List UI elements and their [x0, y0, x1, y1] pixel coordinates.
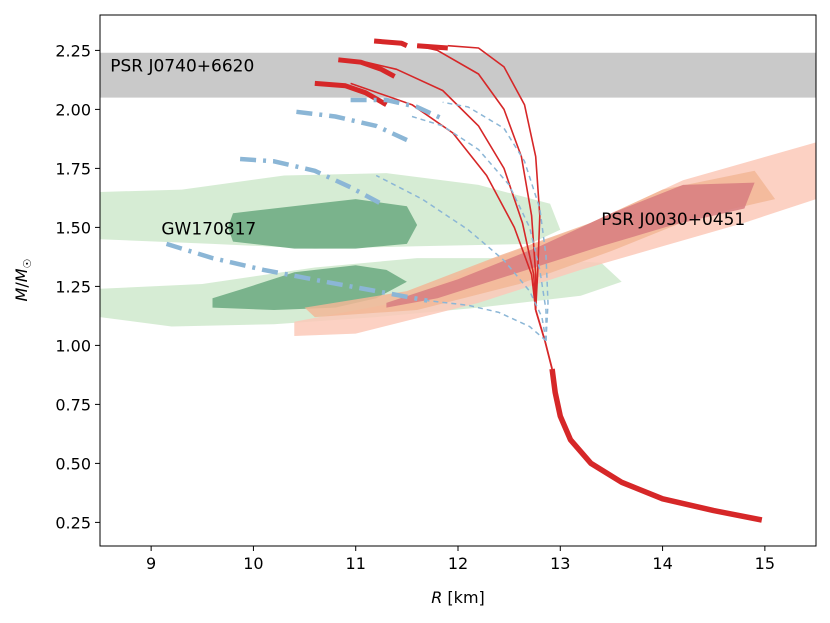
- series-red-curve-4: [447, 44, 541, 311]
- y-tick-label-1: 0.50: [55, 454, 91, 473]
- series-red-top-4: [416, 43, 448, 51]
- annotation-psr-j0030: PSR J0030+0451: [601, 210, 745, 230]
- series-red-curve-1: [350, 82, 537, 311]
- x-tick-label-5: 14: [652, 554, 672, 573]
- x-tick-label-6: 15: [755, 554, 775, 573]
- y-tick-label-4: 1.25: [55, 277, 91, 296]
- plot-content: [100, 38, 816, 523]
- y-tick-label-5: 1.50: [55, 218, 91, 237]
- y-tick-label-0: 0.25: [55, 513, 91, 532]
- series-blue-thick-1: [165, 241, 428, 303]
- series-blue-thick-2: [239, 156, 383, 206]
- series-blue-thick-3: [296, 109, 413, 145]
- plot-area: [95, 14, 817, 551]
- x-tick-label-1: 10: [243, 554, 263, 573]
- series-red-stem-thick: [549, 368, 763, 523]
- series-red-top-3: [373, 38, 408, 48]
- nicer-inner: [386, 182, 755, 308]
- series-red-curve-3: [416, 44, 537, 310]
- band-0: [100, 52, 816, 98]
- series-blue-curve-1: [427, 299, 547, 342]
- series-red-curve-2: [365, 61, 537, 311]
- x-tick-label-0: 9: [146, 554, 156, 573]
- gw170817-inner-lower: [212, 265, 407, 310]
- x-tick-label-3: 12: [448, 554, 468, 573]
- y-tick-label-6: 1.75: [55, 159, 91, 178]
- y-axis-label: M/M☉: [12, 259, 34, 302]
- y-tick-label-3: 1.00: [55, 336, 91, 355]
- annotation-psr-j0740: PSR J0740+6620: [110, 57, 254, 77]
- y-tick-label-7: 2.00: [55, 100, 91, 119]
- x-axis-label: R [km]: [431, 588, 485, 607]
- series-blue-curve-3: [411, 115, 547, 341]
- series-blue-curve-4: [442, 101, 549, 341]
- series-blue-thick-4: [350, 97, 444, 121]
- x-tick-label-4: 13: [550, 554, 570, 573]
- gw170817-inner-upper: [227, 199, 418, 249]
- y-tick-label-8: 2.25: [55, 41, 91, 60]
- y-tick-label-2: 0.75: [55, 395, 91, 414]
- series-red-top-2: [338, 57, 396, 79]
- x-tick-label-2: 11: [346, 554, 366, 573]
- chart-labels: PSR J0740+6620 GW170817 PSR J0030+0451 R…: [12, 41, 775, 607]
- series-blue-curve-2: [375, 174, 547, 341]
- annotation-gw170817: GW170817: [161, 219, 256, 239]
